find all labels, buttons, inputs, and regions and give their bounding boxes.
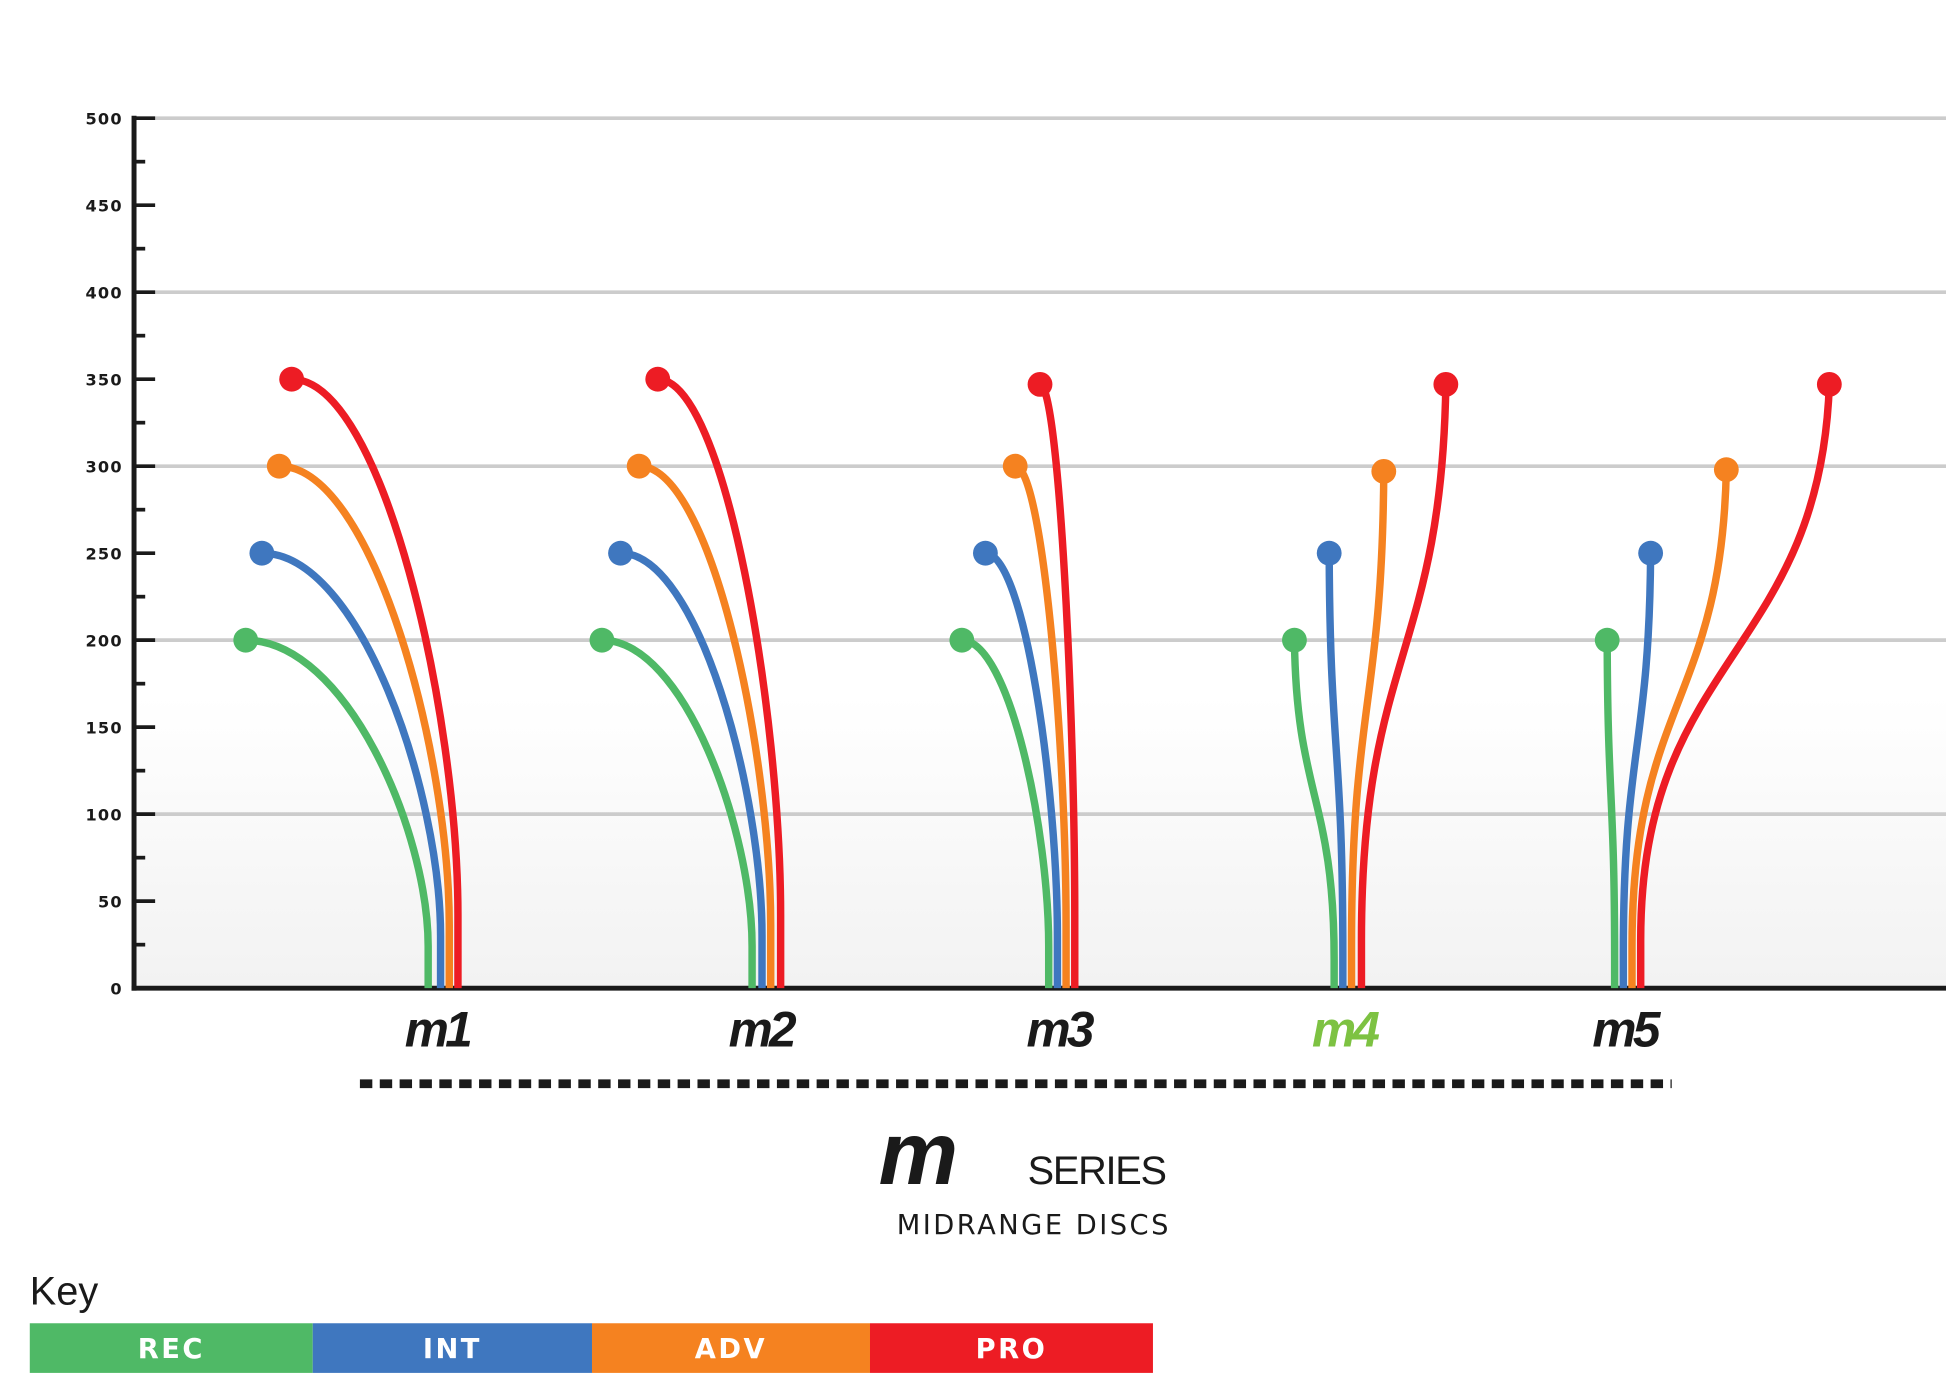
end-point-pro — [279, 366, 305, 392]
end-point-adv — [626, 453, 652, 479]
flight-path-adv — [1347, 471, 1388, 989]
disc-m4-paths — [1282, 371, 1459, 989]
disc-label-m5: m5 — [1592, 1002, 1661, 1058]
flight-path-pro — [1636, 384, 1834, 989]
flight-path-adv — [638, 462, 775, 989]
flight-path-adv — [1013, 462, 1070, 989]
disc-label-m1: m1 — [405, 1002, 470, 1058]
disc-label-m4: m4 — [1312, 1002, 1379, 1058]
key-swatch-int — [312, 1323, 592, 1373]
key-label-adv: ADV — [695, 1334, 767, 1365]
end-point-pro — [1027, 371, 1053, 397]
key-label-pro: PRO — [976, 1334, 1048, 1365]
y-tick-label: 500 — [85, 109, 122, 128]
key-label-int: INT — [423, 1334, 482, 1365]
end-point-adv — [1713, 457, 1739, 483]
y-tick-label: 250 — [85, 544, 122, 563]
key-swatch-rec — [29, 1323, 313, 1373]
flight-path-pro — [657, 375, 785, 989]
disc-label-m3: m3 — [1026, 1002, 1094, 1058]
disc-labels: m1 m2 m3 m4 m5 — [405, 1002, 1666, 1058]
flight-path-rec — [601, 636, 756, 989]
key-label-rec: REC — [138, 1334, 205, 1365]
series-word: SERIES — [1028, 1149, 1166, 1193]
disc-m2-paths — [589, 366, 785, 989]
flight-path-pro — [291, 375, 462, 989]
end-point-adv — [1002, 453, 1028, 479]
flight-path-adv — [1628, 469, 1731, 989]
disc-label-m2: m2 — [729, 1002, 797, 1058]
end-point-rec — [949, 627, 975, 653]
flight-path-int — [984, 549, 1062, 989]
y-tick-label: 50 — [98, 892, 123, 911]
key-legend: REC INT ADV PRO — [29, 1323, 1153, 1373]
flight-path-rec — [245, 636, 432, 989]
y-tick-label: 300 — [85, 457, 122, 476]
y-tick-label: 400 — [85, 283, 122, 302]
flight-path-int — [261, 549, 445, 989]
flight-path-adv — [279, 462, 453, 989]
flight-path-int — [1325, 553, 1347, 989]
end-point-rec — [1594, 627, 1620, 653]
disc-m1-paths — [233, 366, 462, 989]
end-point-rec — [589, 627, 615, 653]
y-tick-label: 200 — [85, 631, 122, 650]
series-mark: m — [879, 1103, 955, 1203]
y-tick-label: 350 — [85, 370, 122, 389]
y-tick-label: 450 — [85, 196, 122, 215]
disc-m3-paths — [949, 371, 1079, 989]
end-point-int — [1638, 540, 1664, 566]
flight-path-pro — [1357, 384, 1450, 989]
y-tick-label: 100 — [85, 805, 122, 824]
disc-m5-paths — [1594, 371, 1842, 989]
subtitle: MIDRANGE DISCS — [897, 1210, 1171, 1241]
series-logo: m SERIES — [879, 1103, 1167, 1203]
flight-path-rec — [1603, 640, 1619, 989]
key-title: Key — [30, 1270, 99, 1314]
end-point-int — [249, 540, 275, 566]
key-swatch-pro — [869, 1323, 1153, 1373]
y-tick-label: 150 — [85, 718, 122, 737]
y-tick-label: 0 — [110, 979, 122, 998]
flight-path-pro — [1037, 380, 1079, 989]
key-swatch-adv — [591, 1323, 870, 1373]
end-point-int — [1316, 540, 1342, 566]
end-point-pro — [1433, 371, 1459, 397]
end-point-pro — [645, 366, 671, 392]
flight-paths — [233, 366, 1842, 989]
end-point-pro — [1816, 371, 1842, 397]
end-point-int — [973, 540, 998, 566]
end-point-adv — [1371, 458, 1397, 484]
end-point-adv — [266, 453, 292, 479]
flight-path-int — [1619, 553, 1655, 989]
end-point-int — [608, 540, 633, 566]
flight-path-rec — [1290, 640, 1338, 989]
end-point-rec — [233, 627, 259, 653]
end-point-rec — [1282, 627, 1307, 653]
flight-path-rec — [961, 636, 1053, 989]
flight-path-int — [620, 549, 766, 989]
